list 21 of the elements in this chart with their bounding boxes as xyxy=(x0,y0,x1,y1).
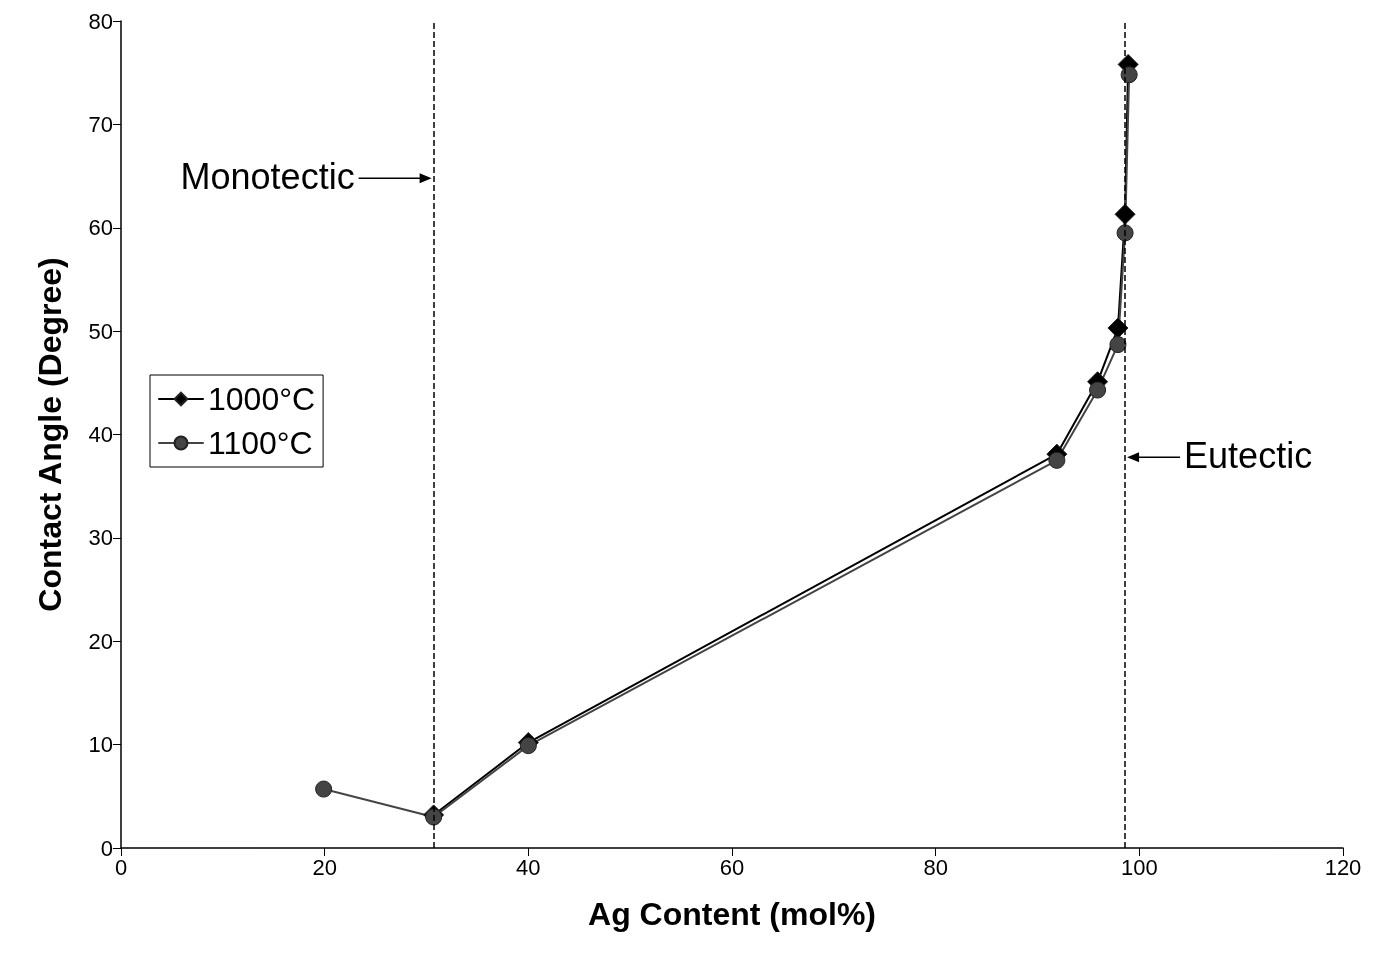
y-tick-label: 30 xyxy=(88,525,113,551)
annotation: Monotectic xyxy=(180,155,355,197)
y-tick-label: 10 xyxy=(88,732,113,758)
legend-label: 1100°C xyxy=(208,425,313,461)
x-tick-label: 40 xyxy=(516,854,541,880)
y-tick-label: 0 xyxy=(100,835,113,861)
x-tick-label: 60 xyxy=(719,854,745,880)
legend-label: 1000°C xyxy=(208,381,316,417)
y-tick-label: 20 xyxy=(88,628,113,654)
y-tick-label: 40 xyxy=(88,422,113,447)
x-tick-label: 120 xyxy=(1324,854,1362,880)
x-tick-label: 20 xyxy=(312,854,337,880)
y-tick-label: 70 xyxy=(88,111,113,137)
annotation: Eutectic xyxy=(1184,434,1313,476)
x-tick-label: 80 xyxy=(923,854,948,880)
y-tick-label: 50 xyxy=(88,318,113,344)
x-axis-title: Ag Content (mol%) xyxy=(588,896,876,932)
y-tick-label: 80 xyxy=(88,8,113,34)
y-tick-label: 60 xyxy=(88,215,113,241)
y-axis-title: Contact Angle (Degree) xyxy=(32,257,68,612)
x-tick-label: 100 xyxy=(1120,854,1158,880)
